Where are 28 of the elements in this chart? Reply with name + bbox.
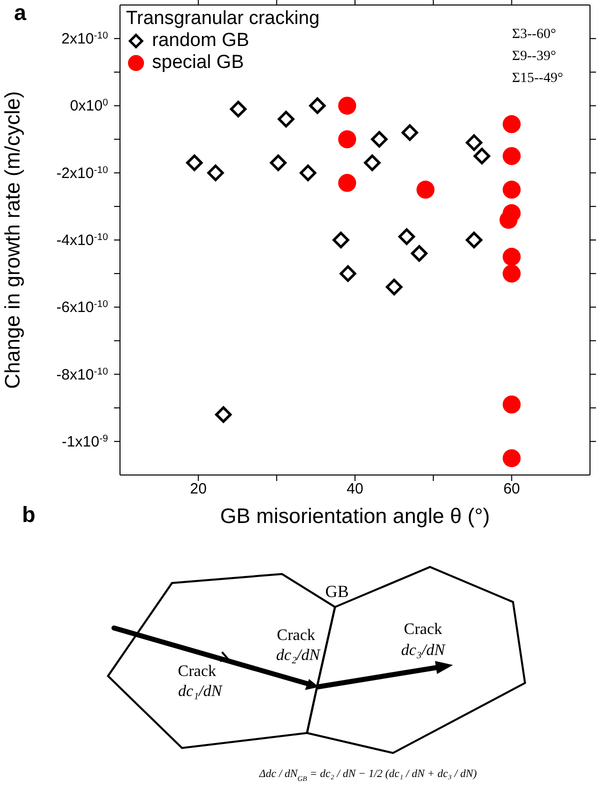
y-tick-label: -8x10$^{-10}$: [56, 366, 109, 384]
y-tick-label: -1x10$^{-9}$: [62, 432, 108, 450]
legend-label: random GB: [151, 30, 250, 52]
x-tick-label: 40: [346, 480, 364, 498]
y-axis-title: Change in growth rate (m/cycle): [1, 91, 24, 389]
annotation: Σ3--60°: [512, 26, 558, 44]
annotation: Σ9--39°: [512, 48, 558, 66]
text: Δdc / dN$_{GB}$ = dc₂ / dN − 1/2 (dc₁ / dN + dc₃ / dN): [258, 768, 478, 783]
x-tick-label: 20: [190, 480, 207, 498]
y-tick-label: -6x10$^{-10}$: [56, 298, 109, 316]
text: GB: [325, 582, 349, 601]
y-tick-label: 2x10$^{-10}$: [61, 30, 109, 48]
legend-label: special GB: [151, 52, 245, 74]
text: Crack: [404, 621, 442, 638]
text: a: [14, 0, 26, 26]
annotation: Σ15--49°: [512, 70, 564, 88]
text: Crack: [276, 627, 316, 644]
text: Crack: [178, 663, 216, 680]
x-tick-label: 60: [503, 480, 520, 498]
text: dc₁/dN: [178, 683, 224, 700]
y-tick-label: -2x10$^{-10}$: [56, 164, 109, 182]
y-tick-label: -4x10$^{-10}$: [56, 232, 109, 249]
legend-title: Transgranular cracking: [126, 8, 320, 30]
text: dc₃/dN: [401, 642, 446, 659]
y-tick-label: 0x10$^{0}$: [70, 97, 109, 115]
text: dc₂/dN: [276, 647, 322, 664]
x-axis-title: GB misorientation angle θ (°): [220, 505, 490, 528]
text: b: [22, 502, 36, 527]
